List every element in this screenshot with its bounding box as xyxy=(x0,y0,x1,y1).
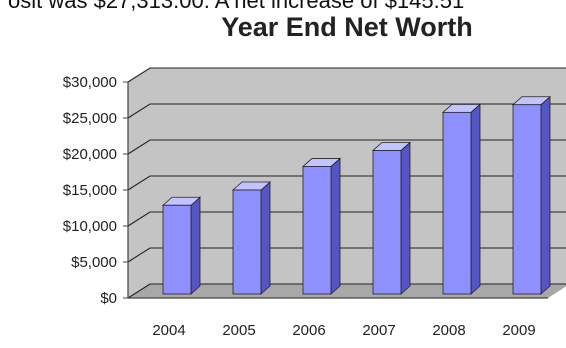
clipped-top-text: osit was $27,313.00. A net increase of $… xyxy=(8,0,465,13)
bar-2004 xyxy=(161,196,202,295)
bar-side xyxy=(330,157,341,295)
x-tick-label: 2009 xyxy=(502,322,535,339)
bar-front xyxy=(442,111,472,295)
gridline-5 xyxy=(127,103,566,119)
bar-side xyxy=(540,95,551,295)
bar-front xyxy=(162,204,192,295)
y-tick-label: $5,000 xyxy=(71,254,117,271)
bar-side xyxy=(190,196,201,295)
x-tick-label: 2004 xyxy=(152,322,185,339)
y-tick-label: $0 xyxy=(100,290,117,307)
y-tick-label: $15,000 xyxy=(63,182,117,199)
bar-front xyxy=(232,189,262,295)
y-tick-label: $10,000 xyxy=(63,218,117,235)
bar-front xyxy=(302,166,332,295)
y-tick-labels: $0 $5,000 $10,000 $15,000 $20,000 $25,000 $30,… xyxy=(63,74,128,307)
x-tick-label: 2007 xyxy=(362,322,395,339)
bar-2005 xyxy=(231,181,272,295)
gridline-3 xyxy=(127,175,566,191)
bar-side xyxy=(470,103,481,295)
bars xyxy=(161,95,552,295)
x-tick-labels: 2004 2005 2006 2007 2008 2009 xyxy=(152,322,535,339)
bar-2006 xyxy=(301,157,342,295)
gridline-6 xyxy=(127,67,566,83)
gridlines xyxy=(127,67,566,299)
bar-side xyxy=(400,141,411,295)
bar-2007 xyxy=(371,141,412,295)
gridline-1 xyxy=(127,247,566,263)
chart-title-row: Year End Net Worth xyxy=(0,12,566,43)
y-tick-label: $25,000 xyxy=(63,110,117,127)
gridline-2 xyxy=(127,211,566,227)
bar-front xyxy=(372,150,402,295)
y-tick-label: $30,000 xyxy=(63,74,117,91)
x-tick-label: 2006 xyxy=(292,322,325,339)
x-tick-label: 2008 xyxy=(432,322,465,339)
bar-2009 xyxy=(511,95,552,295)
x-tick-label: 2005 xyxy=(222,322,255,339)
gridline-4 xyxy=(127,139,566,155)
chart-title: Year End Net Worth xyxy=(221,12,473,42)
bar-2008 xyxy=(441,103,482,295)
bar-side xyxy=(260,181,271,295)
bar-front xyxy=(512,104,542,295)
y-tick-label: $20,000 xyxy=(63,146,117,163)
gridline-0 xyxy=(127,283,566,299)
